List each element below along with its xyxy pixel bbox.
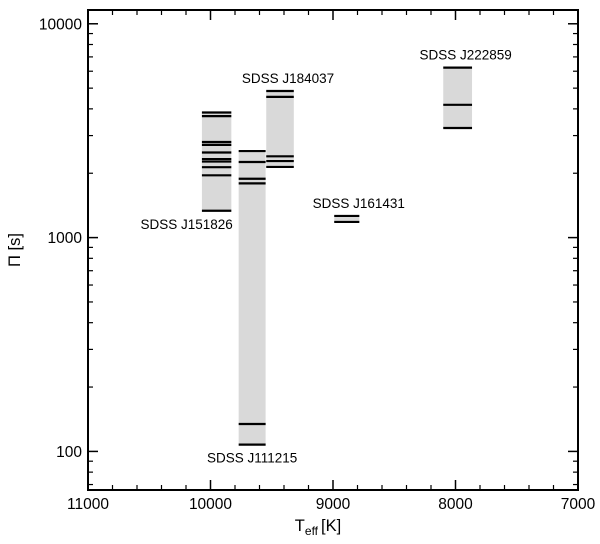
star-label: SDSS J222859 bbox=[419, 48, 511, 63]
period-range-box bbox=[443, 67, 473, 129]
star-group: SDSS J161431 bbox=[313, 196, 405, 224]
y-tick-label: 100 bbox=[56, 444, 82, 461]
star-group: SDSS J222859 bbox=[419, 48, 512, 130]
star-group: SDSS J111215 bbox=[207, 149, 297, 466]
x-tick-label: 10000 bbox=[189, 496, 232, 513]
star-label: SDSS J184037 bbox=[242, 71, 334, 86]
x-tick-label: 11000 bbox=[67, 496, 109, 513]
star-group: SDSS J151826 bbox=[140, 111, 233, 232]
star-label: SDSS J161431 bbox=[313, 196, 405, 211]
star-label: SDSS J151826 bbox=[140, 217, 232, 232]
y-tick-label: 1000 bbox=[48, 230, 83, 247]
y-axis-title: Π [s] bbox=[6, 233, 24, 267]
x-tick-label: 9000 bbox=[316, 496, 351, 513]
star-label: SDSS J111215 bbox=[207, 451, 297, 466]
y-tick-label: 10000 bbox=[39, 16, 82, 33]
period-range-box bbox=[238, 151, 266, 445]
x-axis-title: Teff [K] bbox=[295, 517, 341, 538]
period-range-box bbox=[334, 215, 360, 222]
period-range-box bbox=[266, 90, 294, 167]
star-group: SDSS J184037 bbox=[242, 71, 334, 169]
x-tick-label: 8000 bbox=[438, 496, 473, 513]
x-tick-label: 7000 bbox=[561, 496, 596, 513]
